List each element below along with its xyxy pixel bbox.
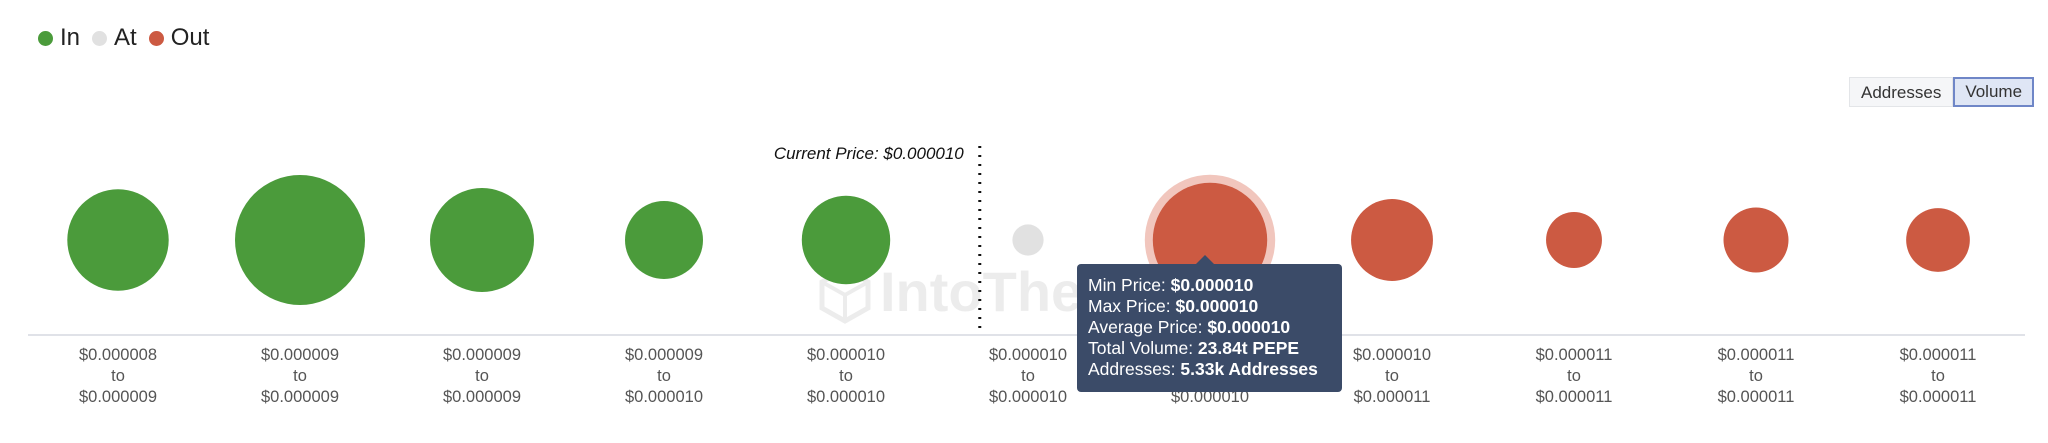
bin-from-label-10: $0.000011 xyxy=(1900,346,1977,364)
bubble-in-3[interactable] xyxy=(625,201,703,279)
tooltip-value: $0.000010 xyxy=(1207,317,1291,337)
tooltip-row-0: Min Price: $0.000010 xyxy=(1088,275,1331,296)
tooltip-row-3: Total Volume: 23.84t PEPE xyxy=(1088,338,1331,359)
bubble-tooltip: Min Price: $0.000010 Max Price: $0.000010… xyxy=(1077,255,1342,392)
bin-to-label-3: $0.000010 xyxy=(625,388,703,406)
bin-to-label-4: $0.000010 xyxy=(807,388,885,406)
bin-to-label-6: $0.000010 xyxy=(1171,388,1249,406)
bin-to-label-2: $0.000009 xyxy=(443,388,521,406)
current-price-marker: Current Price: $0.000010 xyxy=(774,144,982,333)
bin-to-word-9: to xyxy=(1749,367,1763,385)
legend-dot-out xyxy=(148,30,164,46)
addresses-toggle-button[interactable]: Addresses xyxy=(1849,77,1954,107)
bubble-in-2[interactable] xyxy=(430,188,534,292)
bin-to-word-8: to xyxy=(1567,367,1581,385)
legend: In At Out xyxy=(38,24,221,52)
tooltip-value: $0.000010 xyxy=(1170,275,1254,295)
tooltip-key: Max Price: xyxy=(1088,296,1176,316)
bin-to-word-4: to xyxy=(839,367,853,385)
legend-item-in[interactable]: In xyxy=(38,24,80,52)
tooltip-key: Total Volume: xyxy=(1088,338,1198,358)
bin-to-word-2: to xyxy=(475,367,489,385)
tooltip-key: Average Price: xyxy=(1088,317,1208,337)
tooltip-value: $0.000010 xyxy=(1175,296,1259,316)
bubble-at-5[interactable] xyxy=(1012,224,1044,256)
bin-to-label-8: $0.000011 xyxy=(1536,388,1613,406)
legend-label-at: At xyxy=(114,24,137,51)
bin-to-label-7: $0.000011 xyxy=(1354,388,1431,406)
bin-to-word-5: to xyxy=(1021,367,1035,385)
watermark: IntoThe xyxy=(819,260,1082,324)
bin-to-word-10: to xyxy=(1931,367,1945,385)
bubble-in-1[interactable] xyxy=(235,175,365,305)
x-axis-labels: $0.000008 to $0.000009 $0.000009 to $0.000009… xyxy=(79,346,1976,406)
bubble-out-10[interactable] xyxy=(1906,208,1970,272)
legend-dot-at xyxy=(92,30,108,46)
bin-from-label-0: $0.000008 xyxy=(79,346,157,364)
bin-to-word-3: to xyxy=(657,367,671,385)
bin-to-word-0: to xyxy=(111,367,125,385)
tooltip-key: Min Price: xyxy=(1088,275,1171,295)
bin-to-label-9: $0.000011 xyxy=(1718,388,1795,406)
legend-label-out: Out xyxy=(170,24,210,51)
bin-from-label-1: $0.000009 xyxy=(261,346,339,364)
tooltip-key: Addresses: xyxy=(1088,359,1181,379)
legend-dot-in xyxy=(38,30,53,46)
bin-to-label-1: $0.000009 xyxy=(261,388,339,406)
tooltip-row-1: Max Price: $0.000010 xyxy=(1088,296,1331,317)
legend-item-at[interactable]: At xyxy=(92,24,137,52)
bubble-out-8[interactable] xyxy=(1546,212,1602,268)
bubble-in-4[interactable] xyxy=(801,195,891,285)
bin-to-label-10: $0.000011 xyxy=(1900,388,1977,406)
bin-to-label-5: $0.000010 xyxy=(989,388,1067,406)
tooltip-value: 5.33k Addresses xyxy=(1180,359,1318,379)
bin-from-label-5: $0.000010 xyxy=(989,346,1067,364)
bin-from-label-8: $0.000011 xyxy=(1536,346,1613,364)
bubble-in-0[interactable] xyxy=(67,189,169,291)
legend-label-in: In xyxy=(60,24,81,51)
bin-to-label-0: $0.000009 xyxy=(79,388,157,406)
tooltip-row-2: Average Price: $0.000010 xyxy=(1088,317,1331,338)
bin-to-word-1: to xyxy=(293,367,307,385)
metric-toggle: Addresses Volume xyxy=(1849,77,2035,107)
bin-from-label-9: $0.000011 xyxy=(1718,346,1795,364)
bin-from-label-7: $0.000010 xyxy=(1353,346,1431,364)
bin-from-label-2: $0.000009 xyxy=(443,346,521,364)
bubble-out-9[interactable] xyxy=(1723,207,1789,273)
bin-from-label-3: $0.000009 xyxy=(625,346,703,364)
volume-toggle-button[interactable]: Volume xyxy=(1953,77,2035,107)
bin-to-word-7: to xyxy=(1385,367,1399,385)
current-price-label: Current Price: $0.000010 xyxy=(774,144,964,163)
tooltip-value: 23.84t PEPE xyxy=(1197,338,1300,358)
bin-from-label-4: $0.000010 xyxy=(807,346,885,364)
legend-item-out[interactable]: Out xyxy=(148,24,210,52)
bubble-out-7[interactable] xyxy=(1351,199,1433,281)
tooltip-row-4: Addresses: 5.33k Addresses xyxy=(1088,359,1331,380)
